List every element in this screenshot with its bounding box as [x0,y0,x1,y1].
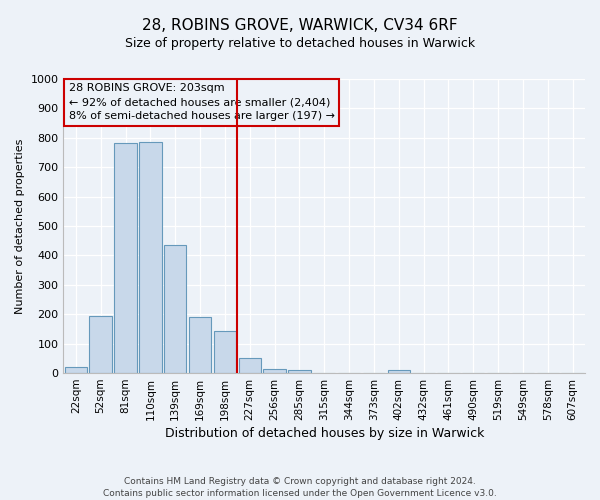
Bar [239,358,261,373]
X-axis label: Distribution of detached houses by size in Warwick: Distribution of detached houses by size … [164,427,484,440]
Bar [164,244,187,373]
Text: 28 ROBINS GROVE: 203sqm
← 92% of detached houses are smaller (2,404)
8% of semi-: 28 ROBINS GROVE: 203sqm ← 92% of detache… [68,84,335,122]
Bar [288,370,311,373]
Bar [263,368,286,373]
Bar [388,370,410,373]
Bar [115,143,137,373]
Bar [189,316,211,373]
Text: 28, ROBINS GROVE, WARWICK, CV34 6RF: 28, ROBINS GROVE, WARWICK, CV34 6RF [142,18,458,32]
Bar [65,367,87,373]
Bar [139,142,161,373]
Text: Size of property relative to detached houses in Warwick: Size of property relative to detached ho… [125,38,475,51]
Y-axis label: Number of detached properties: Number of detached properties [15,138,25,314]
Bar [214,331,236,373]
Bar [89,316,112,373]
Text: Contains HM Land Registry data © Crown copyright and database right 2024.
Contai: Contains HM Land Registry data © Crown c… [103,476,497,498]
